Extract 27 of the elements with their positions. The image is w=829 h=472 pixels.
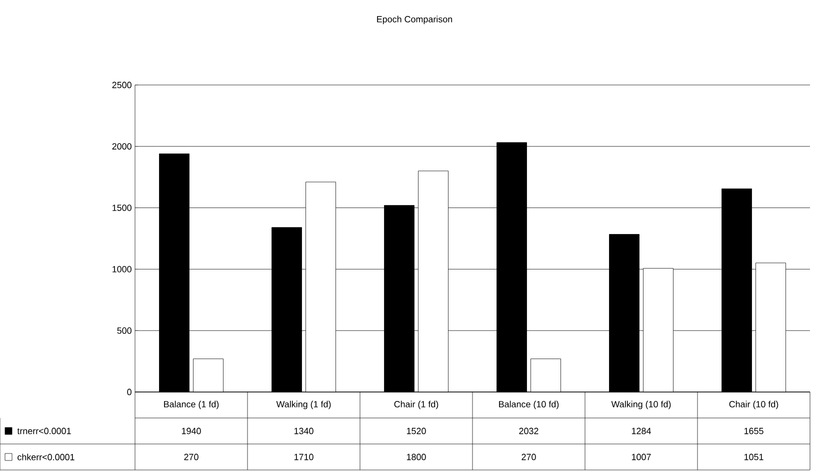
y-tick-label: 2500	[112, 82, 132, 88]
y-tick-label: 2000	[112, 143, 132, 150]
x-tick-label: Chair (10 fd)	[729, 400, 778, 410]
x-tick-label: Walking (1 fd)	[276, 400, 331, 410]
data-label: 1007	[632, 454, 651, 460]
data-label: 270	[184, 454, 198, 460]
data-label: 1940	[182, 428, 201, 434]
legend-label: trnerr<0.0001	[17, 428, 71, 434]
data-label: 1284	[632, 428, 651, 434]
data-label: 1710	[294, 454, 314, 460]
data-label: 1520	[406, 428, 426, 434]
y-tick-label: 1000	[112, 266, 132, 272]
data-label: 2032	[519, 428, 538, 434]
data-label: 1340	[294, 428, 314, 434]
x-tick-label: Balance (10 fd)	[499, 400, 559, 410]
y-tick-label: 1500	[112, 204, 132, 211]
x-tick-label: Walking (10 fd)	[611, 400, 671, 410]
data-label: 1800	[406, 454, 426, 460]
y-tick-label: 0	[127, 388, 132, 396]
x-tick-label: Chair (1 fd)	[394, 400, 438, 410]
data-label: 270	[522, 454, 536, 460]
legend-label: chkerr<0.0001	[18, 454, 74, 460]
chart-title: Epoch Comparison	[377, 16, 452, 24]
data-label: 1051	[744, 454, 764, 460]
y-tick-label: 500	[117, 327, 132, 334]
data-label: 1655	[744, 428, 764, 434]
x-tick-label: Balance (1 fd)	[164, 400, 219, 410]
